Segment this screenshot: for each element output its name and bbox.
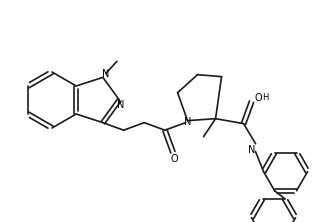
Text: N: N <box>117 100 124 110</box>
Text: N: N <box>102 69 110 79</box>
Text: O: O <box>170 154 178 164</box>
Text: N: N <box>184 117 191 127</box>
Text: N: N <box>248 145 255 155</box>
Text: H: H <box>262 93 269 102</box>
Text: O: O <box>255 93 262 103</box>
